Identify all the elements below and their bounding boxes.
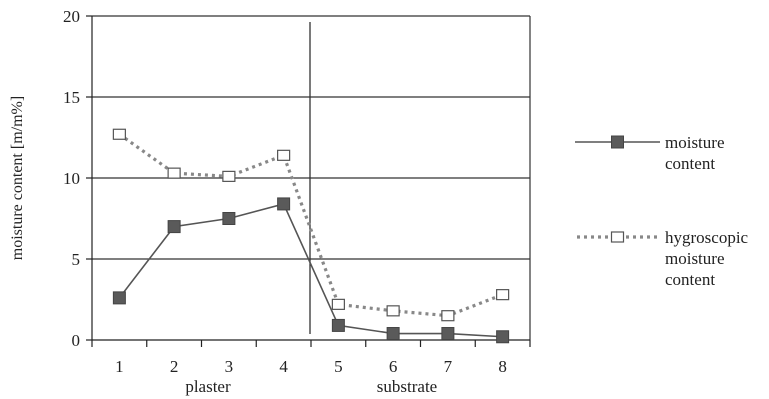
data-point (441, 310, 455, 322)
x-axis: 1 2 3 4 5 6 7 8 (91, 339, 531, 376)
series-hygroscopic-moisture-content (112, 128, 510, 322)
legend-label: moisture (665, 133, 725, 152)
x-tick-label: 7 (444, 357, 453, 376)
series-line (118, 132, 504, 318)
legend-label: moisture (665, 249, 725, 268)
data-point (331, 298, 345, 310)
data-point (441, 327, 455, 341)
y-tick-label: 5 (72, 250, 81, 269)
legend-entry: hygroscopic moisture content (577, 228, 749, 289)
data-point (496, 289, 510, 301)
series-moisture-content (112, 197, 510, 344)
x-tick-label: 1 (115, 357, 124, 376)
x-tick-label: 2 (170, 357, 179, 376)
data-point (331, 318, 345, 332)
y-tick-label: 15 (63, 88, 80, 107)
data-point (277, 149, 291, 161)
data-point (386, 327, 400, 341)
legend-marker (611, 135, 624, 149)
plot-series (112, 128, 510, 344)
data-point (167, 220, 181, 234)
legend-label: content (665, 270, 715, 289)
data-point (167, 167, 181, 179)
data-point (277, 197, 291, 211)
data-point (496, 330, 510, 344)
y-tick-label: 20 (63, 7, 80, 26)
x-tick-label: 3 (225, 357, 234, 376)
legend: moisture content hygroscopic moisture conten… (575, 133, 749, 289)
legend-label: hygroscopic (665, 228, 749, 247)
y-tick-label: 0 (72, 331, 81, 350)
region-label-substrate: substrate (377, 377, 437, 396)
x-tick-label: 4 (279, 357, 288, 376)
y-tick-label: 10 (63, 169, 80, 188)
legend-label: content (665, 154, 715, 173)
x-tick-label: 5 (334, 357, 343, 376)
y-axis-title: moisture content [m/m%] (9, 96, 26, 260)
x-tick-label: 8 (498, 357, 507, 376)
legend-marker (610, 231, 625, 243)
y-axis: 0 5 10 15 20 (63, 7, 93, 350)
legend-entry: moisture content (575, 133, 725, 173)
data-point (112, 291, 126, 305)
data-point (222, 212, 236, 225)
x-tick-label: 6 (389, 357, 398, 376)
data-point (386, 305, 400, 317)
data-point (222, 170, 236, 182)
region-label-plaster: plaster (185, 377, 231, 396)
data-point (112, 128, 126, 140)
series-line (118, 202, 503, 338)
gridlines (92, 15, 531, 340)
